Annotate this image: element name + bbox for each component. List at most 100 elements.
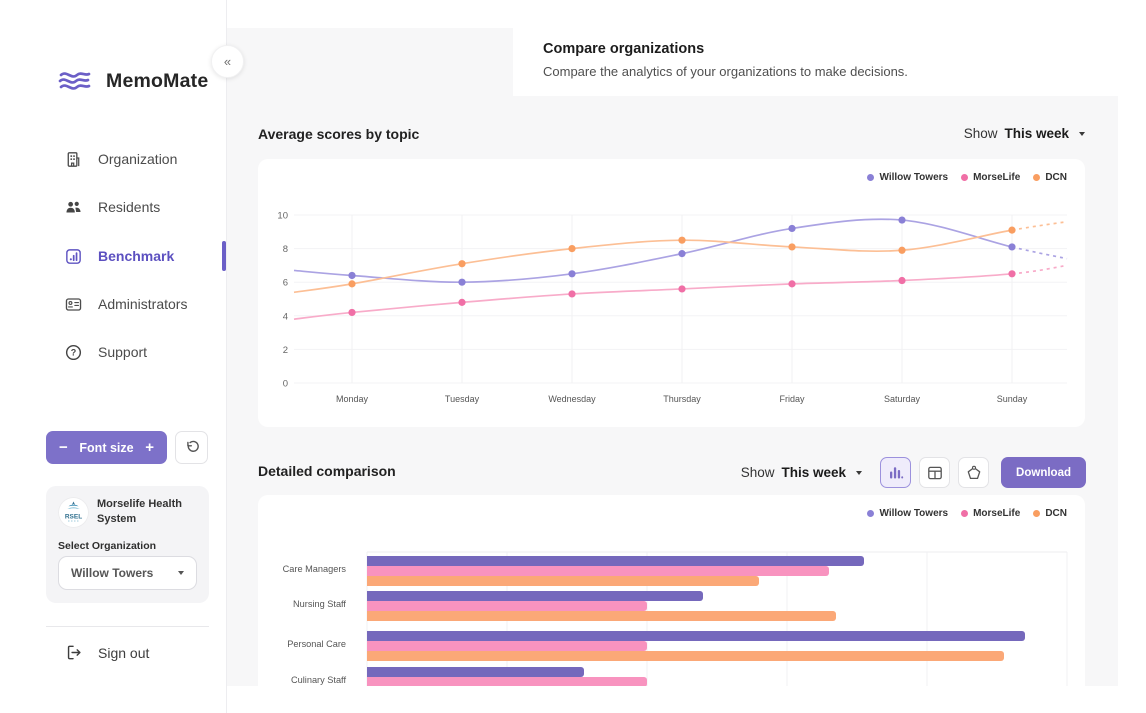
x-axis-label: Tuesday — [445, 394, 480, 404]
font-increase-button[interactable]: + — [145, 439, 154, 456]
bar-section-controls: Show This week — [741, 457, 1086, 488]
show-label: Show — [963, 126, 998, 141]
line-chart-card: Willow Towers MorseLife DCN 0 2 4 6 8 10 Monday T… — [258, 159, 1085, 427]
category-label: Nursing Staff — [293, 599, 346, 609]
select-organization-label: Select Organization — [58, 540, 157, 552]
table-icon — [926, 464, 944, 482]
organization-logo: RSEL — [58, 497, 89, 528]
line-period-dropdown[interactable]: Show This week — [964, 126, 1085, 141]
data-point — [568, 270, 576, 278]
legend-dot-icon — [961, 510, 969, 517]
sidebar-item-label: Benchmark — [98, 248, 175, 264]
view-bar-chart-button[interactable] — [880, 457, 912, 488]
data-point — [678, 250, 686, 258]
bar-section-title: Detailed comparison — [258, 463, 396, 479]
legend-dot-icon — [1033, 510, 1041, 517]
x-axis-label: Friday — [779, 394, 805, 404]
category-label: Culinary Staff — [291, 675, 346, 685]
series-line — [293, 272, 1013, 321]
legend-dot-icon — [961, 174, 969, 181]
sidebar-collapse-button[interactable]: « — [211, 45, 244, 78]
sidebar-item-label: Administrators — [98, 296, 188, 312]
bar-chart-legend: Willow Towers MorseLife DCN — [867, 508, 1067, 519]
legend-label: MorseLife — [973, 508, 1021, 519]
legend-item: DCN — [1033, 172, 1067, 183]
sidebar-item-administrators[interactable]: Administrators — [64, 293, 187, 315]
data-point — [568, 290, 576, 298]
y-tick-label: 4 — [283, 311, 288, 322]
view-table-button[interactable] — [919, 457, 951, 488]
legend-item: MorseLife — [961, 172, 1020, 183]
line-chart: 0 2 4 6 8 10 Monday Tuesday Wednesday Thursday Fri… — [277, 211, 1068, 404]
font-size-reset-button[interactable] — [175, 431, 208, 464]
sidebar-item-label: Support — [98, 344, 148, 360]
svg-text:?: ? — [71, 347, 77, 357]
bar — [367, 667, 584, 677]
data-point — [1008, 226, 1016, 234]
data-point — [788, 280, 796, 288]
sign-out-button[interactable]: Sign out — [64, 643, 149, 662]
sidebar-item-benchmark[interactable]: Benchmark — [64, 245, 174, 267]
download-button[interactable]: Download — [1001, 457, 1086, 488]
font-size-label: Font size — [79, 440, 134, 455]
x-axis-label: Saturday — [884, 394, 921, 404]
legend-label: DCN — [1045, 172, 1067, 183]
data-point — [348, 308, 356, 317]
sidebar: MemoMate Organization — [0, 0, 227, 713]
x-axis-label: Sunday — [997, 394, 1028, 404]
data-point — [458, 260, 466, 268]
sign-out-label: Sign out — [98, 644, 150, 661]
series-line-forecast — [1011, 220, 1068, 231]
brand-name: MemoMate — [106, 69, 209, 92]
legend-label: DCN — [1045, 508, 1067, 519]
sign-out-icon — [64, 643, 83, 662]
view-radar-button[interactable] — [958, 457, 990, 488]
organization-select[interactable]: Willow Towers — [58, 556, 197, 590]
data-point — [1008, 270, 1016, 278]
bar-chart-icon — [887, 464, 905, 482]
chevron-down-icon — [1079, 131, 1085, 136]
data-point — [1008, 243, 1016, 251]
series-line — [293, 229, 1013, 294]
benchmark-chart-icon — [64, 247, 83, 266]
chevron-down-icon — [856, 470, 863, 475]
org-logo-text: RSEL — [65, 514, 82, 521]
data-point — [898, 246, 906, 254]
y-tick-label: 6 — [283, 278, 288, 289]
data-point — [458, 278, 466, 286]
line-section-title: Average scores by topic — [258, 126, 420, 142]
legend-label: Willow Towers — [879, 172, 949, 183]
y-tick-label: 10 — [277, 211, 288, 222]
sidebar-item-support[interactable]: ? Support — [64, 341, 147, 363]
legend-item: DCN — [1033, 508, 1067, 519]
bar-chart: Care Managers Nursing Staff Personal Care C… — [283, 551, 1068, 686]
legend-label: MorseLife — [973, 172, 1021, 183]
period-value: This week — [1004, 126, 1069, 141]
y-tick-label: 2 — [283, 345, 288, 356]
legend-dot-icon — [1033, 174, 1041, 181]
data-point — [568, 245, 576, 253]
period-value: This week — [781, 465, 847, 480]
pentagon-icon — [965, 464, 983, 482]
sidebar-item-label: Organization — [98, 151, 178, 167]
y-tick-label: 8 — [283, 244, 288, 255]
chevron-down-icon — [178, 571, 184, 575]
x-axis-label: Thursday — [663, 394, 701, 404]
data-point — [348, 271, 356, 280]
active-nav-indicator — [222, 241, 226, 271]
bar — [367, 591, 703, 601]
sidebar-divider — [46, 626, 209, 627]
y-tick-label: 0 — [283, 379, 288, 390]
bar-period-dropdown[interactable]: Show This week — [741, 465, 863, 480]
data-point — [348, 280, 356, 288]
id-card-icon — [64, 295, 83, 314]
bar — [367, 641, 647, 651]
bar — [367, 566, 829, 576]
series-line-forecast — [1011, 264, 1068, 275]
sidebar-item-organization[interactable]: Organization — [64, 148, 177, 170]
data-point — [898, 276, 906, 285]
font-size-control[interactable]: − Font size + — [46, 431, 167, 464]
sidebar-item-residents[interactable]: Residents — [64, 196, 160, 218]
font-decrease-button[interactable]: − — [59, 439, 68, 456]
bar — [367, 576, 759, 586]
